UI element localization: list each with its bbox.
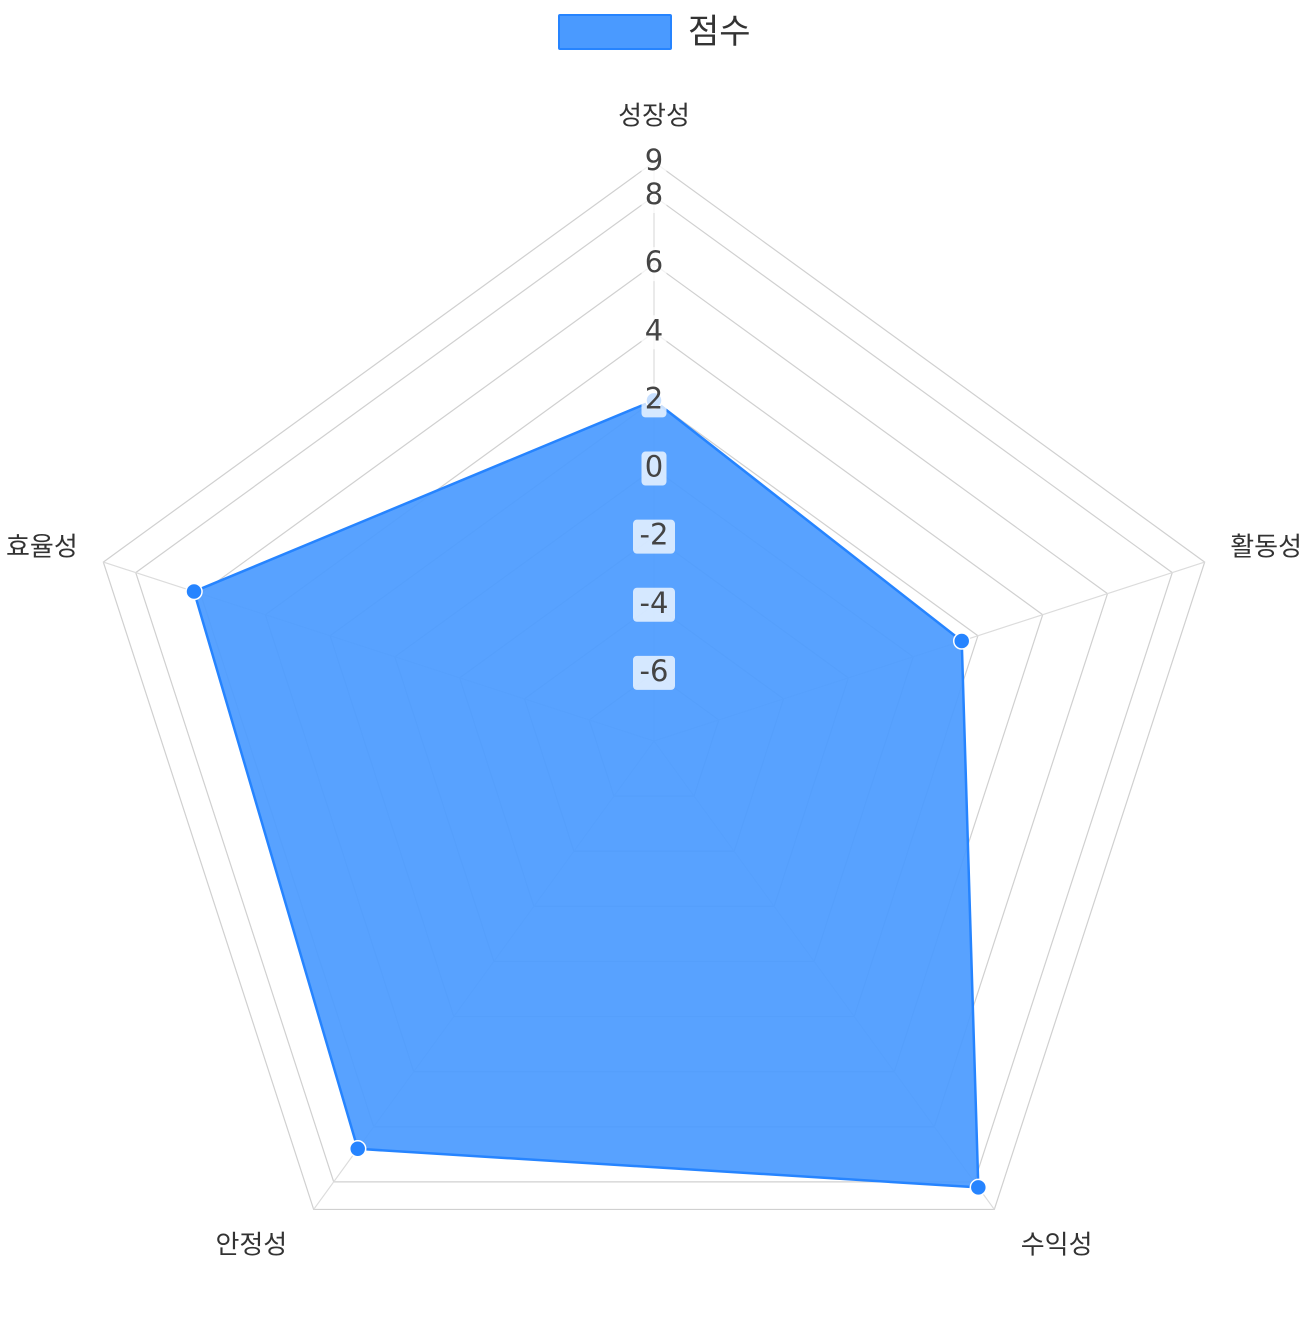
- data-point[interactable]: [952, 632, 971, 650]
- tick-label-bg: [641, 179, 667, 214]
- tick-label: 0: [645, 450, 663, 484]
- tick-label-bg: [641, 315, 667, 350]
- tick-label-bg: [633, 655, 675, 690]
- data-point[interactable]: [348, 1140, 367, 1158]
- axis-label: 활동성: [1230, 533, 1302, 563]
- legend-swatch: [558, 14, 672, 50]
- tick-label: -2: [640, 518, 669, 552]
- legend[interactable]: 점수: [558, 12, 751, 52]
- data-point[interactable]: [969, 1178, 988, 1197]
- tick-label-bg: [641, 451, 667, 486]
- legend-label: 점수: [688, 12, 751, 52]
- data-point[interactable]: [185, 582, 203, 601]
- tick-label-bg: [633, 519, 675, 554]
- axis-label: 안정성: [215, 1230, 287, 1260]
- tick-label: -4: [640, 586, 669, 620]
- axis-label: 효율성: [6, 533, 78, 563]
- tick-label: 4: [645, 313, 663, 347]
- tick-label: 9: [645, 143, 663, 177]
- series-layer: [185, 391, 988, 1197]
- tick-label-bg: [641, 247, 667, 282]
- tick-label-bg: [633, 587, 675, 622]
- grid-ring: [135, 195, 1173, 1183]
- tick-label: 6: [645, 245, 663, 279]
- tick-labels: -6 -4 -2 0 2 4 6 89: [633, 143, 675, 690]
- tick-label: -6: [640, 654, 669, 688]
- tick-label-bg: [641, 383, 667, 418]
- series-area: [192, 399, 980, 1189]
- axis-label: 수익성: [1021, 1230, 1093, 1260]
- tick-label: 8: [645, 177, 663, 211]
- tick-label: 2: [645, 381, 663, 415]
- axis-label: 성장성: [618, 102, 690, 132]
- tick-label-bg: [641, 145, 667, 179]
- grid-ring: [102, 161, 1206, 1211]
